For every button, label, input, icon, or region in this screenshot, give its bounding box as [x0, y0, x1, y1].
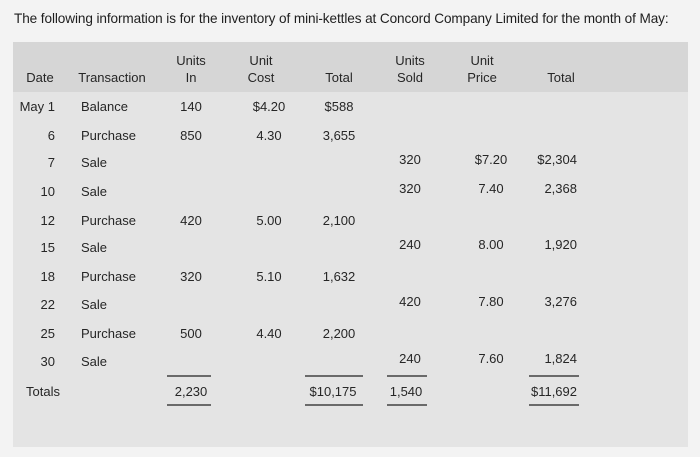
header-unit-price: Unit Price: [467, 52, 497, 86]
units-sold-total-rule: [387, 404, 427, 406]
cell-unit-price: $7.20: [474, 152, 508, 167]
cell-unit-price: 7.80: [478, 294, 504, 309]
cell-total-sales: 1,920: [544, 237, 577, 252]
cell-units-sold: 240: [399, 351, 421, 366]
cell-transaction: Purchase: [81, 269, 136, 284]
header-total-sales: Total: [547, 70, 575, 85]
cell-date: 15: [40, 240, 55, 255]
units-in-total-rule: [167, 404, 211, 406]
total-sales-sum-rule: [529, 375, 579, 377]
total-cost-total-rule: [305, 404, 363, 406]
header-units-sold-line2: Sold: [396, 70, 424, 85]
cell-unit-price: 7.60: [478, 351, 504, 366]
cell-units-sold: 420: [399, 294, 421, 309]
inventory-table: Date Transaction Units In Unit Cost Tota…: [13, 42, 688, 447]
cell-unit-cost: 4.30: [256, 128, 282, 143]
units-sold-sum-rule: [387, 375, 427, 377]
header-unit-cost-line1: Unit: [249, 53, 273, 68]
total-cost-sum-rule: [305, 375, 363, 377]
cell-date: May 1: [19, 99, 55, 114]
cell-transaction: Sale: [81, 155, 108, 170]
header-units-sold: Units Sold: [395, 52, 425, 86]
total-sales-total-rule: [529, 404, 579, 406]
cell-transaction: Sale: [81, 240, 108, 255]
header-units-in: Units In: [176, 52, 206, 86]
cell-unit-cost: $4.20: [252, 99, 286, 114]
cell-units-sold: 320: [399, 152, 421, 167]
cell-date: 30: [40, 354, 55, 369]
cell-date: 25: [40, 326, 55, 341]
cell-units-in: 420: [180, 213, 202, 228]
header-units-sold-line1: Units: [395, 53, 425, 68]
cell-transaction: Balance: [81, 99, 128, 114]
cell-unit-cost: 4.40: [256, 326, 282, 341]
header-total-cost: Total: [325, 70, 353, 85]
header-unit-price-line1: Unit: [470, 53, 494, 68]
cell-units-in: 320: [180, 269, 202, 284]
cell-date: 12: [40, 213, 55, 228]
cell-total-sales: 1,824: [544, 351, 577, 366]
cell-unit-cost: 5.00: [256, 213, 282, 228]
cell-transaction: Sale: [81, 354, 108, 369]
totals-label: Totals: [26, 384, 60, 399]
cell-total-cost: 1,632: [322, 269, 356, 284]
cell-total-sales: $2,304: [537, 152, 577, 167]
cell-units-sold: 320: [399, 181, 421, 196]
totals-units-in: 2,230: [174, 384, 208, 399]
cell-units-in: 850: [180, 128, 202, 143]
cell-transaction: Sale: [81, 297, 108, 312]
totals-units-sold: 1,540: [389, 384, 423, 399]
cell-transaction: Purchase: [81, 213, 136, 228]
cell-total-sales: 2,368: [544, 181, 577, 196]
cell-date: 10: [40, 184, 55, 199]
header-unit-cost-line2: Cost: [247, 70, 275, 85]
totals-total-sales: $11,692: [530, 384, 577, 399]
units-in-sum-rule: [167, 375, 211, 377]
cell-total-sales: 3,276: [544, 294, 577, 309]
totals-total-cost: $10,175: [309, 384, 357, 399]
cell-transaction: Purchase: [81, 326, 136, 341]
table-header: Date Transaction Units In Unit Cost Tota…: [13, 42, 688, 92]
cell-date: 6: [47, 128, 55, 143]
cell-date: 7: [47, 155, 55, 170]
cell-total-cost: 3,655: [322, 128, 356, 143]
header-unit-cost: Unit Cost: [248, 52, 275, 86]
cell-transaction: Purchase: [81, 128, 136, 143]
header-transaction: Transaction: [78, 70, 146, 85]
cell-date: 22: [40, 297, 55, 312]
intro-text: The following information is for the inv…: [14, 11, 669, 26]
cell-unit-cost: 5.10: [256, 269, 282, 284]
header-date: Date: [26, 70, 54, 85]
cell-unit-price: 8.00: [478, 237, 504, 252]
cell-total-cost: 2,200: [322, 326, 356, 341]
header-unit-price-line2: Price: [467, 70, 497, 85]
cell-units-in: 140: [180, 99, 202, 114]
cell-units-sold: 240: [399, 237, 421, 252]
cell-total-cost: 2,100: [322, 213, 356, 228]
cell-total-cost: $588: [324, 99, 354, 114]
cell-unit-price: 7.40: [478, 181, 504, 196]
header-units-in-line2: In: [185, 70, 197, 85]
cell-transaction: Sale: [81, 184, 108, 199]
cell-units-in: 500: [180, 326, 202, 341]
header-units-in-line1: Units: [176, 53, 206, 68]
cell-date: 18: [40, 269, 55, 284]
